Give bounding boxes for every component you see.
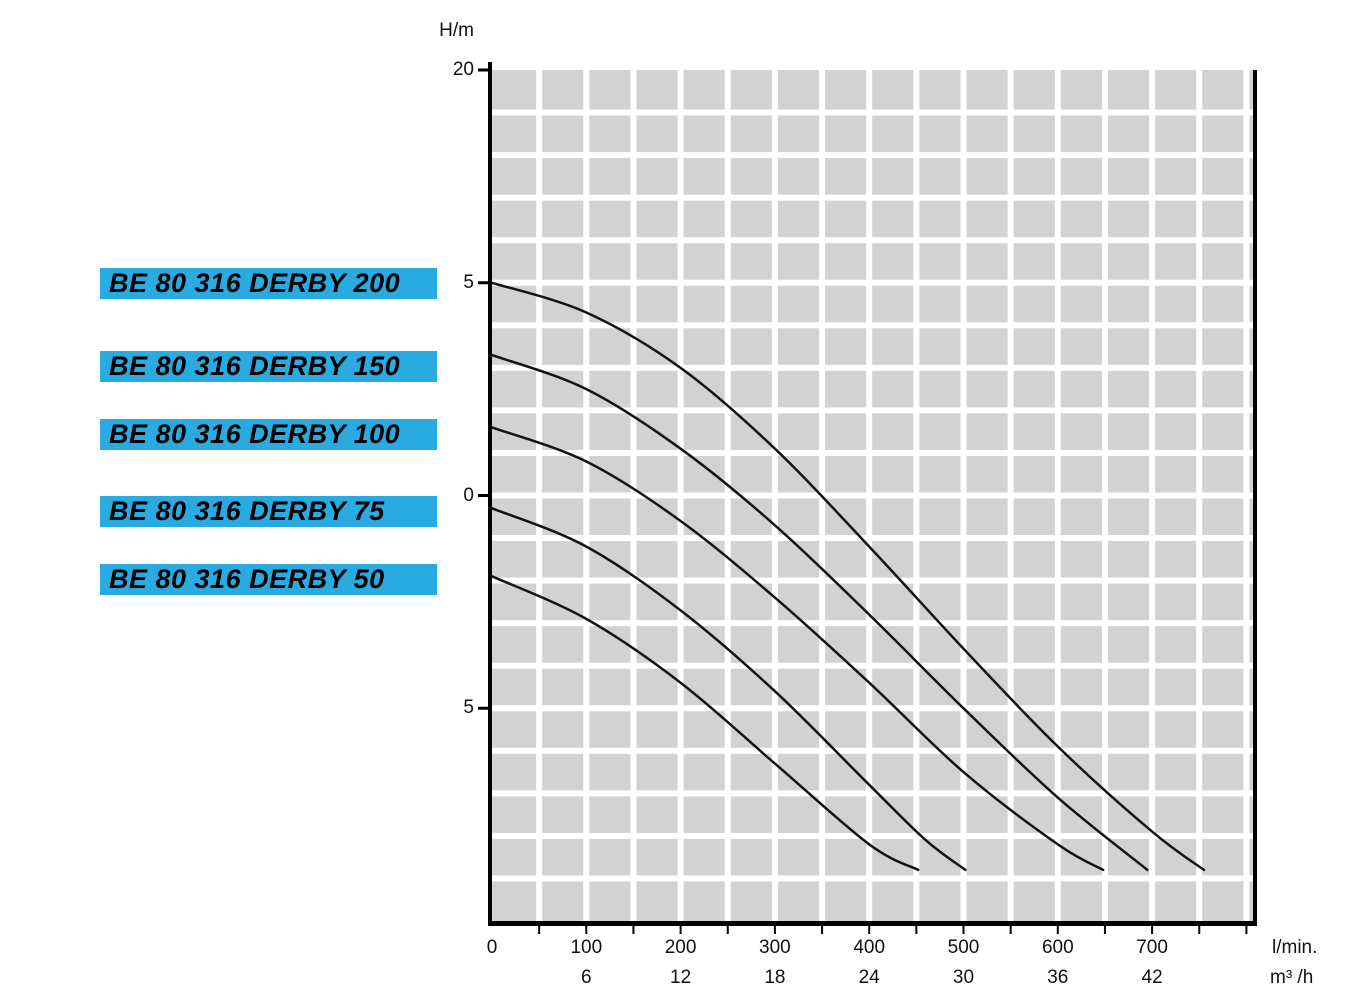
y-tick-label: 0 xyxy=(463,484,474,506)
grid-line-horizontal xyxy=(492,109,1253,116)
x-tick-label-m3h: 6 xyxy=(581,967,592,988)
y-tick-label: 5 xyxy=(463,271,474,293)
x-axis-unit-m3h: m³ /h xyxy=(1270,967,1314,988)
y-tick-label: 20 xyxy=(452,59,474,80)
x-tick-label-lmin: 0 xyxy=(486,937,498,958)
grid-line-horizontal xyxy=(492,747,1253,754)
x-tick-label-lmin: 300 xyxy=(759,937,791,958)
x-tick-label-m3h: 30 xyxy=(952,967,975,988)
x-tick-label-m3h: 24 xyxy=(858,967,880,988)
legend-item-be-80-316-derby-100: BE 80 316 DERBY 100 xyxy=(100,419,437,450)
grid-line-horizontal xyxy=(492,705,1253,712)
legend-item-be-80-316-derby-150: BE 80 316 DERBY 150 xyxy=(100,351,437,382)
y-tick-mark xyxy=(478,68,488,72)
y-tick-mark xyxy=(478,494,488,497)
grid-line-horizontal xyxy=(492,492,1253,499)
grid-line-horizontal xyxy=(492,194,1253,201)
y-tick-mark xyxy=(478,706,488,710)
y-tick-label: 5 xyxy=(463,697,474,719)
y-axis-line xyxy=(488,62,492,925)
x-tick-mark xyxy=(821,926,824,934)
grid-line-horizontal xyxy=(492,832,1253,839)
x-tick-mark xyxy=(962,926,965,934)
grid-line-horizontal xyxy=(492,364,1253,371)
pump-curve-2 xyxy=(490,353,1149,872)
legend-item-be-80-316-derby-75: BE 80 316 DERBY 75 xyxy=(100,496,437,527)
grid-line-horizontal xyxy=(492,322,1253,329)
grid-line-horizontal xyxy=(492,279,1253,286)
grid-line-horizontal xyxy=(492,152,1253,159)
pump-curve-3 xyxy=(490,426,1105,872)
x-tick-mark xyxy=(585,926,588,934)
grid-line-horizontal xyxy=(492,620,1253,627)
x-tick-label-m3h: 12 xyxy=(670,967,692,988)
x-tick-label-lmin: 700 xyxy=(1136,937,1168,958)
x-tick-mark xyxy=(1151,926,1154,934)
x-tick-mark xyxy=(1009,926,1012,934)
grid-line-horizontal xyxy=(492,407,1253,414)
pump-curve-5 xyxy=(490,575,920,872)
grid-line-horizontal xyxy=(492,449,1253,456)
grid-line-horizontal xyxy=(492,237,1253,244)
grid-line-horizontal xyxy=(492,875,1253,882)
x-tick-label-lmin: 500 xyxy=(947,937,980,958)
x-tick-label-m3h: 36 xyxy=(1047,967,1069,988)
x-tick-mark xyxy=(632,926,635,934)
x-tick-mark xyxy=(1198,926,1201,934)
x-tick-label-m3h: 18 xyxy=(764,967,786,988)
x-tick-label-lmin: 600 xyxy=(1041,937,1074,958)
grid-line-horizontal xyxy=(492,577,1253,584)
legend-item-be-80-316-derby-200: BE 80 316 DERBY 200 xyxy=(100,268,437,299)
x-axis-line xyxy=(488,921,1257,926)
x-tick-mark xyxy=(1056,926,1059,934)
x-tick-mark xyxy=(868,926,871,934)
grid-line-horizontal xyxy=(492,535,1253,542)
y-tick-mark xyxy=(478,281,488,285)
pump-curve-1 xyxy=(490,281,1206,872)
x-tick-mark xyxy=(726,926,729,934)
grid-line-horizontal xyxy=(492,790,1253,797)
x-tick-mark xyxy=(915,926,918,934)
x-tick-mark xyxy=(679,926,682,934)
x-tick-label-lmin: 200 xyxy=(664,937,697,958)
x-tick-mark xyxy=(1103,926,1106,934)
x-tick-mark xyxy=(1245,926,1248,934)
x-tick-label-lmin: 100 xyxy=(570,937,603,958)
x-tick-mark xyxy=(773,926,776,934)
x-axis-unit-lmin: l/min. xyxy=(1272,937,1318,958)
grid-line-horizontal xyxy=(492,662,1253,669)
x-tick-mark xyxy=(538,926,541,934)
x-tick-label-lmin: 400 xyxy=(853,937,886,958)
x-tick-label-m3h: 42 xyxy=(1141,967,1163,988)
plot-right-border xyxy=(1253,70,1257,921)
legend-item-be-80-316-derby-50: BE 80 316 DERBY 50 xyxy=(100,564,437,595)
pump-curve-4 xyxy=(490,507,967,872)
y-axis-title: H/m xyxy=(439,20,474,41)
